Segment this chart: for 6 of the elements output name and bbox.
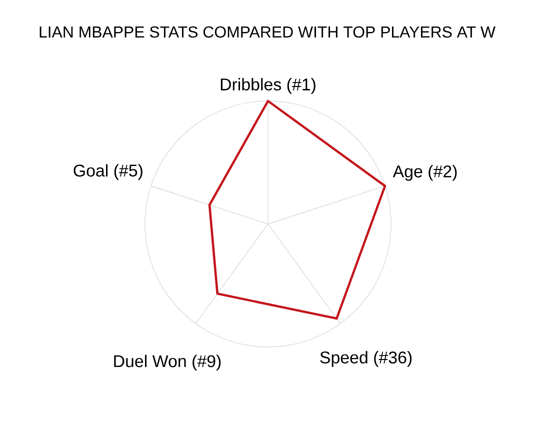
chart-title: LIAN MBAPPE STATS COMPARED WITH TOP PLAYERS AT W <box>40 26 496 38</box>
spoke-label: Duel Won (#9) <box>114 354 221 371</box>
spoke-label: Goal (#5) <box>74 164 142 180</box>
spoke-label: Speed (#36) <box>320 351 412 367</box>
spoke-label: Dribbles (#1) <box>220 78 316 94</box>
spoke-label: Age (#2) <box>392 165 457 181</box>
